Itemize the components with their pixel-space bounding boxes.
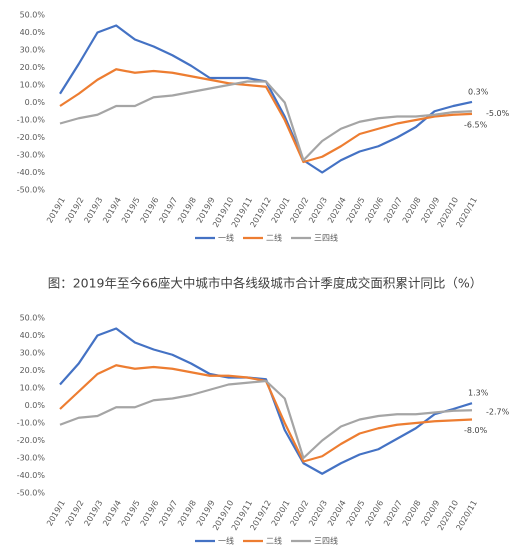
- y-tick-label: 50.0%: [20, 11, 46, 20]
- legend-label: 三四线: [314, 233, 338, 243]
- y-tick-label: 20.0%: [20, 63, 46, 72]
- series-line: [59, 24, 473, 174]
- data-label: 0.3%: [468, 87, 489, 96]
- y-tick-label: -20.0%: [17, 436, 46, 445]
- y-tick-label: 30.0%: [20, 349, 46, 358]
- data-label: -6.5%: [464, 120, 488, 129]
- y-tick-label: 0.0%: [25, 98, 46, 107]
- y-tick-label: -10.0%: [17, 116, 46, 125]
- y-tick-label: 20.0%: [20, 366, 46, 375]
- y-tick-label: 10.0%: [20, 384, 46, 393]
- data-label: -5.0%: [486, 109, 510, 118]
- y-tick-label: 40.0%: [20, 28, 46, 37]
- y-tick-label: -50.0%: [17, 186, 46, 195]
- series-line: [59, 327, 473, 475]
- y-tick-label: 10.0%: [20, 81, 46, 90]
- data-label: -2.7%: [486, 408, 510, 417]
- y-tick-label: -40.0%: [17, 168, 46, 177]
- caption: 图：2019年至今66座大中城市中各线级城市合计季度成交面积累计同比（%）: [48, 276, 483, 291]
- y-tick-label: -40.0%: [17, 471, 46, 480]
- series-line: [59, 80, 473, 162]
- legend-label: 一线: [218, 233, 234, 243]
- y-tick-label: 40.0%: [20, 331, 46, 340]
- y-tick-label: -20.0%: [17, 133, 46, 142]
- y-tick-label: -30.0%: [17, 454, 46, 463]
- legend-label: 二线: [266, 233, 282, 243]
- y-tick-label: 50.0%: [20, 314, 46, 323]
- y-tick-label: 0.0%: [25, 401, 46, 410]
- y-tick-label: 30.0%: [20, 46, 46, 55]
- y-tick-label: -30.0%: [17, 151, 46, 160]
- series-line: [59, 379, 473, 460]
- legend-label: 三四线: [314, 536, 338, 546]
- series-line: [59, 68, 473, 164]
- legend-label: 二线: [266, 536, 282, 546]
- data-label: 1.3%: [468, 389, 489, 398]
- y-tick-label: -10.0%: [17, 419, 46, 428]
- legend-label: 一线: [218, 536, 234, 546]
- y-tick-label: -50.0%: [17, 489, 46, 498]
- data-label: -8.0%: [464, 426, 488, 435]
